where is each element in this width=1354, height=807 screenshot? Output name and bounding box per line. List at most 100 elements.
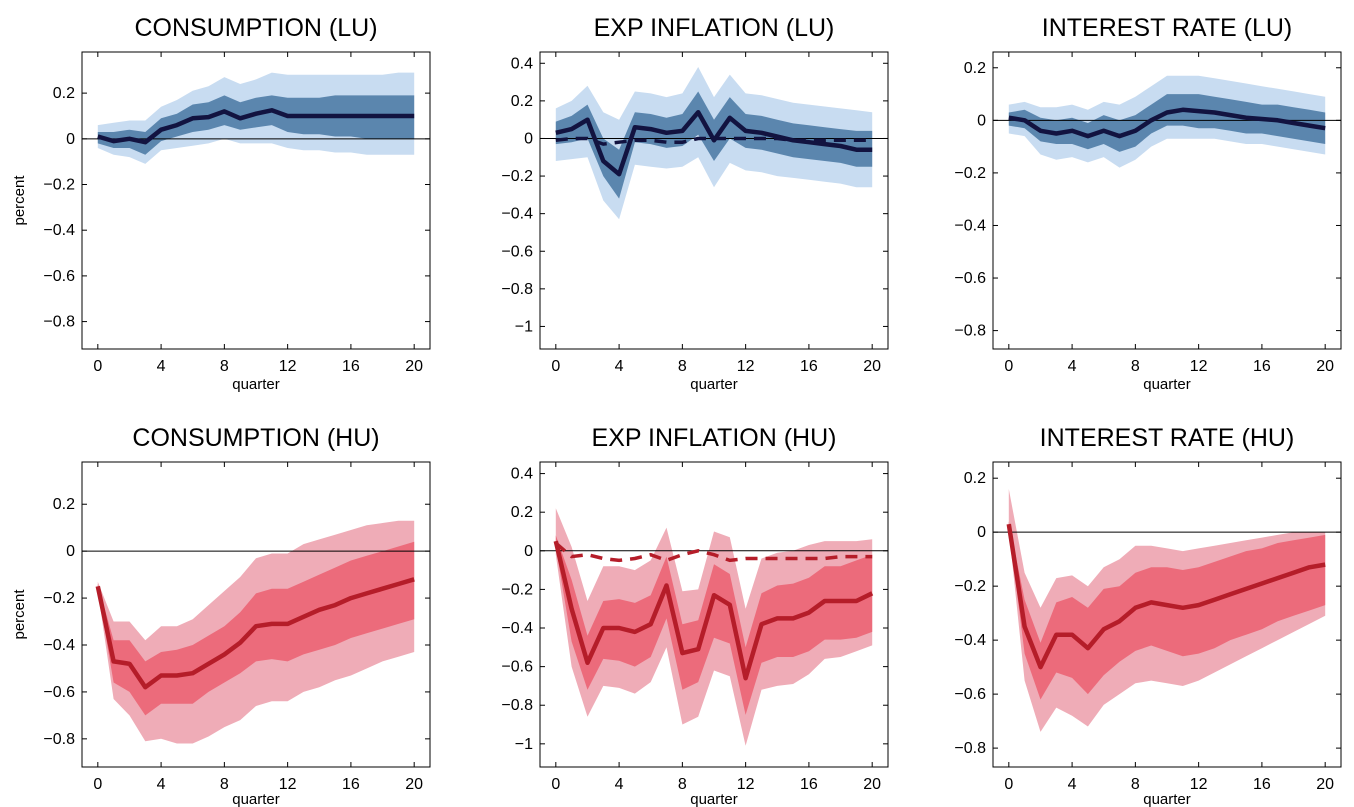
y-axis-label: percent — [11, 175, 28, 226]
y-tick-label: 0 — [524, 543, 533, 560]
panel: 0 4 8 12 16 20 0.2 0 −0.2 −0.4 −0.6 −0.8 CONSUMPTION… — [11, 14, 431, 393]
x-tick-label: 4 — [1068, 358, 1077, 375]
panel: 0 4 8 12 16 20 0.4 0.2 0 −0.2 −0.4 −0.6 −0.8 −1 EXP IN… — [501, 424, 889, 807]
panel: 0 4 8 12 16 20 0.2 0 −0.2 −0.4 −0.6 −0.8 CONSUMPTION… — [11, 424, 431, 807]
y-tick-label: −0.8 — [501, 281, 533, 298]
chart-title: EXP INFLATION (LU) — [594, 14, 835, 42]
y-tick-label: 0.2 — [511, 504, 533, 521]
x-tick-label: 20 — [1316, 358, 1334, 375]
x-tick-label: 16 — [1253, 358, 1271, 375]
y-tick-label: −0.2 — [43, 590, 75, 607]
x-tick-label: 8 — [678, 776, 687, 793]
x-tick-label: 8 — [678, 358, 687, 375]
x-tick-label: 12 — [737, 358, 755, 375]
y-tick-label: −0.4 — [501, 620, 533, 637]
y-tick-label: −0.4 — [954, 217, 986, 234]
x-tick-label: 0 — [93, 776, 102, 793]
y-tick-label: −0.8 — [954, 323, 986, 340]
y-tick-label: 0 — [977, 524, 986, 541]
chart-title: INTEREST RATE (LU) — [1042, 14, 1293, 42]
y-tick-label: −1 — [515, 736, 533, 753]
chart-title: CONSUMPTION (HU) — [132, 424, 379, 452]
y-tick-label: 0.2 — [511, 93, 533, 110]
median-series-line — [97, 108, 415, 145]
y-tick-label: −0.2 — [501, 581, 533, 598]
y-tick-label: −0.4 — [954, 632, 986, 649]
y-tick-label: −0.6 — [43, 684, 75, 701]
x-axis-label: quarter — [232, 376, 280, 393]
x-tick-label: 12 — [279, 776, 297, 793]
y-tick-label: 0.2 — [53, 85, 75, 102]
y-tick-label: −0.6 — [954, 686, 986, 703]
y-axis-label: percent — [11, 589, 28, 640]
x-tick-label: 4 — [1068, 776, 1077, 793]
y-tick-label: 0.2 — [964, 470, 986, 487]
y-tick-label: −0.4 — [501, 206, 533, 223]
axes-box — [81, 51, 431, 350]
x-tick-label: 0 — [1004, 358, 1013, 375]
x-tick-label: 12 — [1190, 776, 1208, 793]
x-tick-label: 4 — [157, 776, 166, 793]
x-tick-label: 20 — [863, 358, 881, 375]
y-tick-label: −0.8 — [501, 697, 533, 714]
y-tick-label: 0.2 — [964, 60, 986, 77]
x-tick-label: 0 — [551, 776, 560, 793]
x-axis-label: quarter — [1143, 791, 1191, 807]
y-tick-label: −0.2 — [954, 578, 986, 595]
x-axis-label: quarter — [232, 791, 280, 807]
x-tick-label: 0 — [551, 358, 560, 375]
inner-confidence-band — [1008, 521, 1326, 700]
chart-title: EXP INFLATION (HU) — [592, 424, 837, 452]
axes-box — [81, 461, 431, 768]
y-tick-label: −0.2 — [954, 165, 986, 182]
inner-confidence-band — [97, 95, 415, 155]
inner-confidence-band — [555, 535, 873, 715]
axes-box — [539, 461, 889, 768]
reference-series-line — [554, 541, 873, 563]
x-tick-label: 0 — [93, 358, 102, 375]
y-tick-label: −0.6 — [43, 268, 75, 285]
y-tick-label: −1 — [515, 318, 533, 335]
inner-confidence-band — [555, 91, 873, 199]
x-tick-label: 8 — [1131, 358, 1140, 375]
y-tick-label: 0 — [66, 131, 75, 148]
x-tick-label: 16 — [342, 776, 360, 793]
y-tick-label: 0.4 — [511, 55, 533, 72]
y-tick-label: −0.8 — [954, 740, 986, 757]
y-tick-label: −0.6 — [954, 270, 986, 287]
y-tick-label: −0.6 — [501, 243, 533, 260]
x-tick-label: 4 — [615, 776, 624, 793]
y-tick-label: 0 — [66, 543, 75, 560]
x-tick-label: 20 — [863, 776, 881, 793]
y-tick-label: −0.8 — [43, 731, 75, 748]
x-tick-label: 8 — [220, 358, 229, 375]
median-series-line — [95, 577, 415, 690]
x-tick-label: 20 — [1316, 776, 1334, 793]
x-tick-label: 8 — [220, 776, 229, 793]
x-tick-label: 0 — [1004, 776, 1013, 793]
median-series-line — [1006, 523, 1326, 670]
y-tick-label: −0.4 — [43, 637, 75, 654]
y-tick-label: −0.4 — [43, 222, 75, 239]
median-series-line — [555, 109, 873, 177]
x-tick-label: 16 — [800, 358, 818, 375]
x-tick-label: 12 — [1190, 358, 1208, 375]
axes-box — [992, 51, 1342, 350]
y-tick-label: 0.4 — [511, 466, 533, 483]
y-tick-label: −0.2 — [43, 177, 75, 194]
x-tick-label: 12 — [279, 358, 297, 375]
y-tick-label: 0 — [524, 130, 533, 147]
chart-title: INTEREST RATE (HU) — [1040, 424, 1295, 452]
y-tick-label: −0.2 — [501, 168, 533, 185]
x-axis-label: quarter — [690, 791, 738, 807]
x-tick-label: 4 — [615, 358, 624, 375]
x-tick-label: 8 — [1131, 776, 1140, 793]
median-series-line — [553, 540, 874, 681]
panel: 0 4 8 12 16 20 0.4 0.2 0 −0.2 −0.4 −0.6 −0.8 −1 EXP IN… — [501, 14, 889, 393]
x-axis-label: quarter — [1143, 376, 1191, 393]
x-tick-label: 4 — [157, 358, 166, 375]
x-tick-label: 20 — [405, 358, 423, 375]
x-tick-label: 16 — [342, 358, 360, 375]
y-tick-label: −0.6 — [501, 659, 533, 676]
